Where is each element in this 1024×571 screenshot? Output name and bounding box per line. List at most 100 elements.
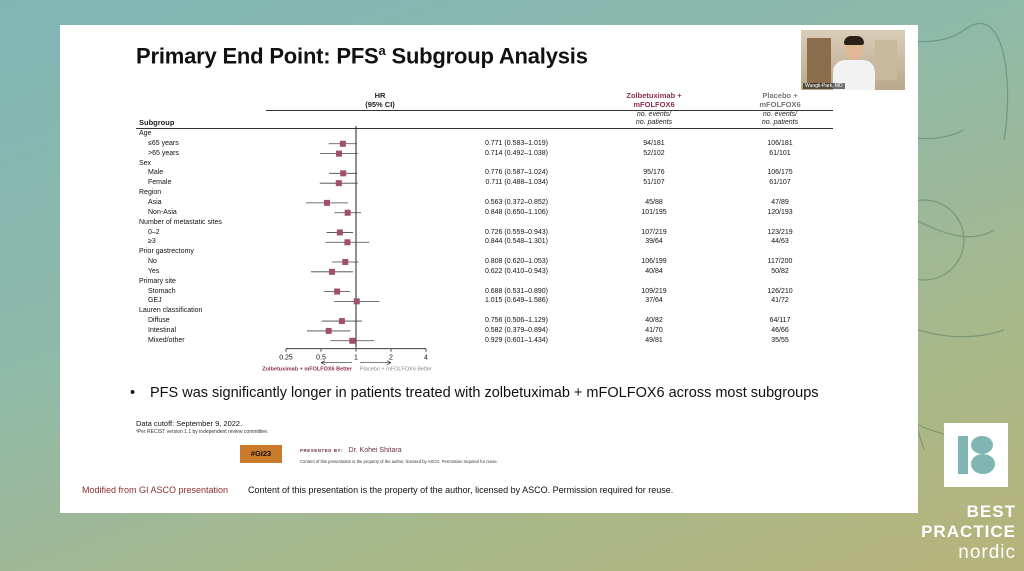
- hr-ci-value: 0.929 (0.601–1.434): [484, 336, 548, 344]
- placebo-events: 50/82: [771, 267, 789, 275]
- hr-ci-value: 0.756 (0.506–1.129): [484, 317, 548, 325]
- placebo-events: 44/63: [771, 238, 789, 246]
- hr-point-marker: [335, 180, 342, 187]
- hr-ci-value: 0.714 (0.492–1.038): [484, 149, 548, 157]
- subgroup-row: Asia 0.563 (0.372–0.852) 45/88 47/89: [60, 198, 918, 208]
- hr-header: HR (95% CI): [365, 91, 395, 109]
- subgroup-category-row: Region: [60, 188, 918, 198]
- hr-point-marker: [336, 229, 343, 236]
- hr-ci-value: 0.848 (0.650–1.106): [484, 208, 548, 216]
- subgroup-row: ≤65 years 0.771 (0.583–1.019) 94/181 106/18…: [60, 139, 918, 149]
- content-ownership-note: Content of this presentation is the prop…: [248, 485, 674, 495]
- hr-point-marker: [344, 209, 351, 216]
- subgroup-row: Intestinal 0.582 (0.379–0.894) 41/70 46/66: [60, 326, 918, 336]
- x-tick-label: 4: [424, 355, 428, 362]
- subgroup-category-row: Number of metastatic sites: [60, 218, 918, 228]
- subgroup-category-row: Sex: [60, 159, 918, 169]
- hr-point-marker: [340, 170, 347, 177]
- category-label: Number of metastatic sites: [139, 218, 222, 226]
- data-cutoff: Data cutoff: September 9, 2022.: [136, 419, 243, 428]
- hr-point-marker: [353, 298, 360, 305]
- zolbe-events: 95/176: [643, 169, 665, 177]
- subgroup-row: 0–2 0.726 (0.559–0.943) 107/219 123/219: [60, 228, 918, 238]
- footnote: ªPer RECIST version 1.1 by independent r…: [136, 429, 269, 435]
- brand-line-3: nordic: [958, 542, 1016, 563]
- hr-point-marker: [329, 268, 336, 275]
- subgroup-label: Mixed/other: [148, 336, 185, 344]
- slide-title: Primary End Point: PFSa Subgroup Analysi…: [136, 43, 588, 69]
- placebo-events: 61/101: [769, 149, 791, 157]
- modified-from-note: Modified from GI ASCO presentation: [82, 485, 229, 495]
- zolbe-events: 37/64: [645, 297, 663, 305]
- subgroup-label: No: [148, 258, 157, 266]
- favors-right-arrow: [360, 360, 392, 366]
- hr-ci-value: 1.015 (0.649–1.586): [484, 297, 548, 305]
- subgroup-label: Diffuse: [148, 317, 170, 325]
- hr-ci-value: 0.771 (0.583–1.019): [484, 139, 548, 147]
- favors-placebo-label: Placebo + mFOLFOX6 Better: [360, 367, 432, 373]
- hr-ci-value: 0.688 (0.531–0.890): [484, 287, 548, 295]
- subgroup-label: Stomach: [148, 287, 176, 295]
- category-label: Prior gastrectomy: [139, 248, 194, 256]
- presenter-webcam-video: Wungli-Park, MD: [801, 30, 905, 90]
- category-label: Lauren classification: [139, 307, 203, 315]
- webcam-name-tag: Wungli-Park, MD: [803, 83, 845, 89]
- hr-point-marker: [323, 199, 330, 206]
- zolbe-events: 45/88: [645, 198, 663, 206]
- subgroup-category-row: Age: [60, 129, 918, 139]
- subgroup-label: Female: [148, 179, 172, 187]
- placebo-events: 106/175: [767, 169, 793, 177]
- subgroup-row: Female 0.711 (0.488–1.034) 51/107 61/107: [60, 178, 918, 188]
- zolbe-events: 94/181: [643, 139, 665, 147]
- subgroup-row: ≥3 0.844 (0.548–1.301) 39/64 44/63: [60, 237, 918, 247]
- bullet-dot: •: [130, 385, 136, 401]
- subgroup-category-row: Prior gastrectomy: [60, 247, 918, 257]
- subgroup-row: >65 years 0.714 (0.492–1.038) 52/102 61/101: [60, 149, 918, 159]
- placebo-events: 61/107: [769, 179, 791, 187]
- zolbe-events: 51/107: [643, 179, 665, 187]
- subgroup-label: ≤65 years: [148, 139, 179, 147]
- placebo-events: 46/66: [771, 327, 789, 334]
- subgroup-row: No 0.808 (0.620–1.053) 106/199 117/200: [60, 257, 918, 267]
- placebo-events: 120/193: [767, 208, 793, 216]
- subgroup-header: Subgroup: [139, 118, 175, 127]
- subgroup-label: Non-Asia: [148, 208, 177, 216]
- presenter-name: Dr. Kohei Shitara: [348, 447, 402, 454]
- x-tick-label: 2: [389, 355, 393, 362]
- subgroup-label: Intestinal: [148, 327, 177, 334]
- zolbe-events: 109/219: [641, 287, 667, 295]
- subgroup-row: Diffuse 0.756 (0.506–1.129) 40/82 64/117: [60, 316, 918, 326]
- subgroup-label: >65 years: [148, 149, 179, 157]
- placebo-events: 41/72: [771, 297, 789, 305]
- zolbe-events-header: no. events/no. patients: [635, 111, 673, 126]
- zolbetuximab-header: Zolbetuximab + mFOLFOX6: [626, 91, 682, 109]
- subgroup-label: Male: [148, 169, 164, 177]
- placebo-events: 106/181: [767, 139, 793, 147]
- hr-ci-value: 0.582 (0.379–0.894): [484, 327, 548, 334]
- subgroup-label: Asia: [148, 198, 162, 206]
- subgroup-category-row: Primary site: [60, 277, 918, 287]
- subgroup-row: Stomach 0.688 (0.531–0.890) 109/219 126/210: [60, 287, 918, 297]
- category-label: Region: [139, 189, 162, 197]
- placebo-events: 126/210: [767, 287, 793, 295]
- x-tick-label: 0.5: [316, 355, 326, 362]
- zolbe-events: 40/82: [645, 317, 663, 325]
- hr-point-marker: [344, 239, 351, 246]
- hr-ci-value: 0.726 (0.559–0.943): [484, 228, 548, 236]
- subgroup-row: GEJ 1.015 (0.649–1.586) 37/64 41/72: [60, 296, 918, 306]
- subgroup-row: Yes 0.622 (0.410–0.943) 40/84 50/82: [60, 267, 918, 277]
- subgroup-label: GEJ: [148, 297, 162, 305]
- zolbe-events: 41/70: [645, 327, 663, 334]
- zolbe-events: 106/199: [641, 258, 667, 266]
- subgroup-row: Male 0.776 (0.587–1.024) 95/176 106/175: [60, 168, 918, 178]
- header-rule: [266, 110, 833, 111]
- subgroup-label: ≥3: [148, 238, 156, 246]
- gi23-badge: #GI23: [240, 445, 282, 463]
- hr-point-marker: [349, 337, 356, 344]
- brand-line-1: BEST: [966, 502, 1016, 521]
- subgroup-rule: [136, 128, 833, 129]
- zolbe-events: 39/64: [645, 238, 663, 246]
- placebo-events: 47/89: [771, 198, 789, 206]
- hr-point-marker: [342, 258, 349, 265]
- category-label: Age: [139, 130, 152, 137]
